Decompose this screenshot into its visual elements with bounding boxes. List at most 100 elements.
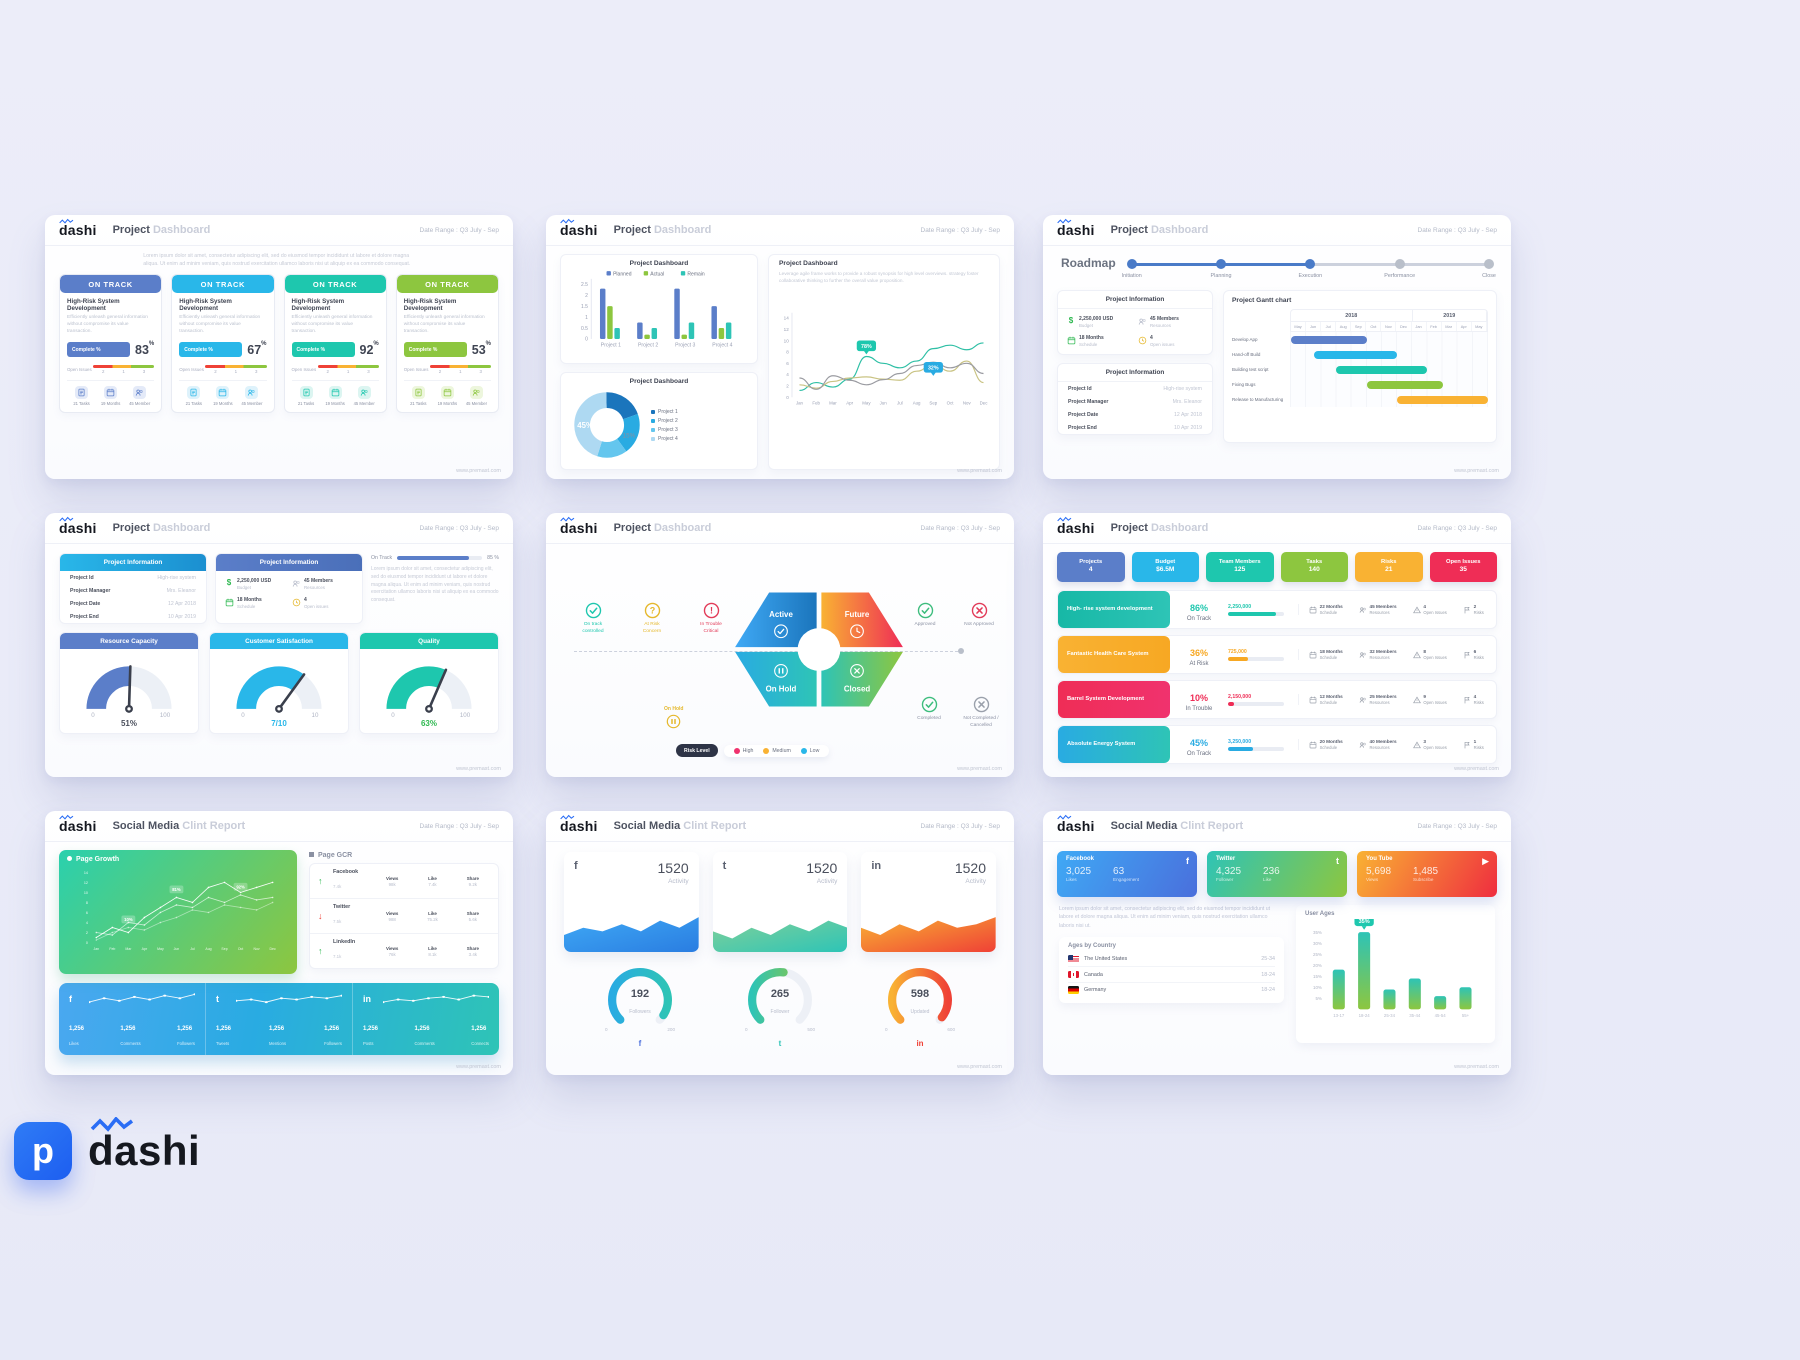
- svg-text:Dec: Dec: [269, 947, 275, 951]
- page-growth-title: Page Growth: [67, 856, 289, 863]
- svg-text:Sep: Sep: [929, 401, 937, 406]
- svg-text:12: 12: [784, 327, 790, 332]
- slide-header: dashi Project Dashboard Date Range : Q3 …: [1043, 215, 1511, 246]
- alert-icon: [1412, 741, 1421, 748]
- gauge-value: 51%: [120, 719, 137, 728]
- issues-stat: 9 Open Issues: [1412, 694, 1447, 706]
- slide-social-media-growth[interactable]: dashi Social Media Clint Report Date Ran…: [45, 811, 513, 1075]
- complete-label: Complete %: [291, 342, 355, 358]
- svg-text:10: 10: [84, 891, 88, 895]
- social-gauges: 192 Followers 0 200 f 265 Follower 0 500 t…: [570, 962, 990, 1048]
- like-col: Like 75.2k: [427, 911, 438, 922]
- project-title: High-Risk System Development: [67, 298, 120, 313]
- slide-project-info-gauges[interactable]: dashi Project Dashboard Date Range : Q3 …: [45, 513, 513, 777]
- project-desc: Efficiently unleash general information …: [403, 315, 485, 335]
- slide-header: dashi Project Dashboard Date Range : Q3 …: [45, 215, 513, 246]
- like-col: Like 8.1k: [428, 946, 437, 957]
- slide-title: Project Dashboard: [613, 224, 712, 236]
- svg-text:8: 8: [86, 901, 88, 905]
- status-item: On track controlled: [570, 602, 616, 635]
- slide-project-portfolio-rows[interactable]: dashi Project Dashboard Date Range : Q3 …: [1043, 513, 1511, 777]
- resources-stat: 45 Members Resources: [291, 578, 354, 590]
- area-chart: [712, 908, 848, 952]
- project-row: Fantastic Health Care System 36% At Risk …: [1057, 635, 1497, 674]
- info-row: Project Manager Mrs. Eleanor: [70, 587, 196, 594]
- open-issues-label: Open Issues: [179, 367, 204, 373]
- legend-item: Project 4: [651, 436, 678, 442]
- website-watermark: www.premast.com: [456, 1064, 501, 1070]
- svg-text:Jan: Jan: [796, 401, 804, 406]
- complete-value: 53%: [471, 340, 491, 357]
- roadmap-timeline: Initiation Planning Execution Performance Cl…: [1122, 258, 1496, 288]
- page-gcr-table: ↑ Facebook 7.4k Views 98k Like 7.4k Share 9.…: [309, 863, 499, 969]
- svg-text:6: 6: [86, 911, 88, 915]
- activity-card: t 1520 Activity: [712, 852, 848, 952]
- network-name: You Tube: [1366, 856, 1393, 862]
- card-body: High-Risk System Development Efficiently…: [397, 293, 498, 412]
- gauge-title: Resource Capacity: [60, 633, 198, 649]
- complete-value: 83%: [135, 340, 155, 357]
- svg-text:Mar: Mar: [125, 947, 132, 951]
- user-ages-title: User Ages: [1305, 911, 1335, 917]
- svg-text:4: 4: [86, 921, 88, 925]
- card-stats: 21 Tasks 19 Months 45 Member: [67, 380, 155, 406]
- status-banner: ON TRACK: [172, 275, 274, 294]
- body-text: Lorem ipsum dolor sit amet, consectetur …: [1059, 906, 1271, 929]
- date-range: Date Range : Q3 July - Sep: [419, 822, 500, 830]
- network-cards: Facebook f 3,025 Likes 63 Engagement Twitt…: [1057, 851, 1497, 897]
- activity-value: 1520 Activity: [954, 860, 987, 885]
- months-stat: 19 Months: [208, 386, 237, 406]
- svg-text:!: !: [709, 606, 712, 616]
- gantt-panel: Project Gantt chart 2018 2019 May Jun Jul Aug…: [1223, 290, 1497, 444]
- svg-text:5%: 5%: [1315, 996, 1321, 1001]
- slide-project-dashboard-cards[interactable]: dashi Project Dashboard Date Range : Q3 …: [45, 215, 513, 479]
- slide-title: Social Media Clint Report: [112, 820, 246, 832]
- sparkline: [234, 990, 344, 1008]
- page-gcr-block: Page GCR ↑ Facebook 7.4k Views 98k Like 7.4…: [309, 850, 499, 974]
- svg-text:10: 10: [784, 338, 790, 343]
- slide-social-media-audience[interactable]: dashi Social Media Clint Report Date Ran…: [1043, 811, 1511, 1075]
- svg-text:0: 0: [391, 712, 395, 719]
- slide-project-roadmap-gantt[interactable]: dashi Project Dashboard Date Range : Q3 …: [1043, 215, 1511, 479]
- project-row: Barrel System Development 10% In Trouble …: [1057, 680, 1497, 719]
- slide-project-status-quadrants[interactable]: dashi Project Dashboard Date Range : Q3 …: [546, 513, 1014, 777]
- donut-chart-panel: Project Dashboard 45% 15% Project 1 Proje…: [560, 372, 758, 470]
- area-chart: [564, 908, 699, 952]
- project-card: ON TRACK High-Risk System Development Ef…: [171, 274, 275, 414]
- slide-header: dashi Project Dashboard Date Range : Q3 …: [546, 513, 1014, 544]
- resources-stat: 25 Members Resources: [1359, 694, 1397, 706]
- network-name: Twitter 7.5k: [333, 904, 351, 924]
- status-banner: ON TRACK: [284, 275, 386, 294]
- svg-text:Actual: Actual: [650, 271, 664, 277]
- info-row: Project Date 12 Apr 2018: [70, 600, 196, 607]
- sparkline: [87, 990, 197, 1008]
- ring-gauge: 265 Follower 0 500 t: [725, 962, 835, 1048]
- complete-value: 67%: [247, 340, 267, 357]
- gcr-row: ↑ LinkedIn 7.1k Views 76k Like 8.1k Share 3.…: [310, 934, 498, 968]
- info-row: Project Manager Mrs. Eleanor: [1068, 398, 1202, 405]
- logo-squiggle-icon: [90, 1117, 134, 1132]
- dollar-icon: $: [226, 577, 232, 587]
- metric: 236 Like: [1263, 866, 1280, 882]
- social-column: f 1,256 Likes 1,256 Comments 1,256 Follower…: [59, 983, 206, 1055]
- network-icon: in: [871, 860, 882, 872]
- svg-text:Project 1: Project 1: [601, 343, 621, 349]
- tasks-icon: [299, 386, 313, 400]
- status-icon: [585, 602, 602, 619]
- svg-text:10%: 10%: [124, 917, 133, 922]
- trend-arrow-icon: ↑: [318, 876, 323, 886]
- stat: 1,256 Followers: [177, 1026, 195, 1046]
- project-card: ON TRACK High-Risk System Development Ef…: [283, 274, 387, 414]
- footer-brand: p dashi: [14, 1117, 200, 1180]
- svg-text:2: 2: [86, 931, 88, 935]
- slide-project-dashboard-charts[interactable]: dashi Project Dashboard Date Range : Q3 …: [546, 215, 1014, 479]
- gauge-value: 598 Updated: [910, 988, 930, 1015]
- svg-text:13-17: 13-17: [1333, 1013, 1345, 1018]
- views-col: Views 98k: [385, 876, 399, 887]
- slide-social-media-activity[interactable]: dashi Social Media Clint Report Date Ran…: [546, 811, 1014, 1075]
- info-row: Project Date 12 Apr 2018: [1068, 411, 1202, 418]
- date-range: Date Range : Q3 July - Sep: [419, 524, 500, 532]
